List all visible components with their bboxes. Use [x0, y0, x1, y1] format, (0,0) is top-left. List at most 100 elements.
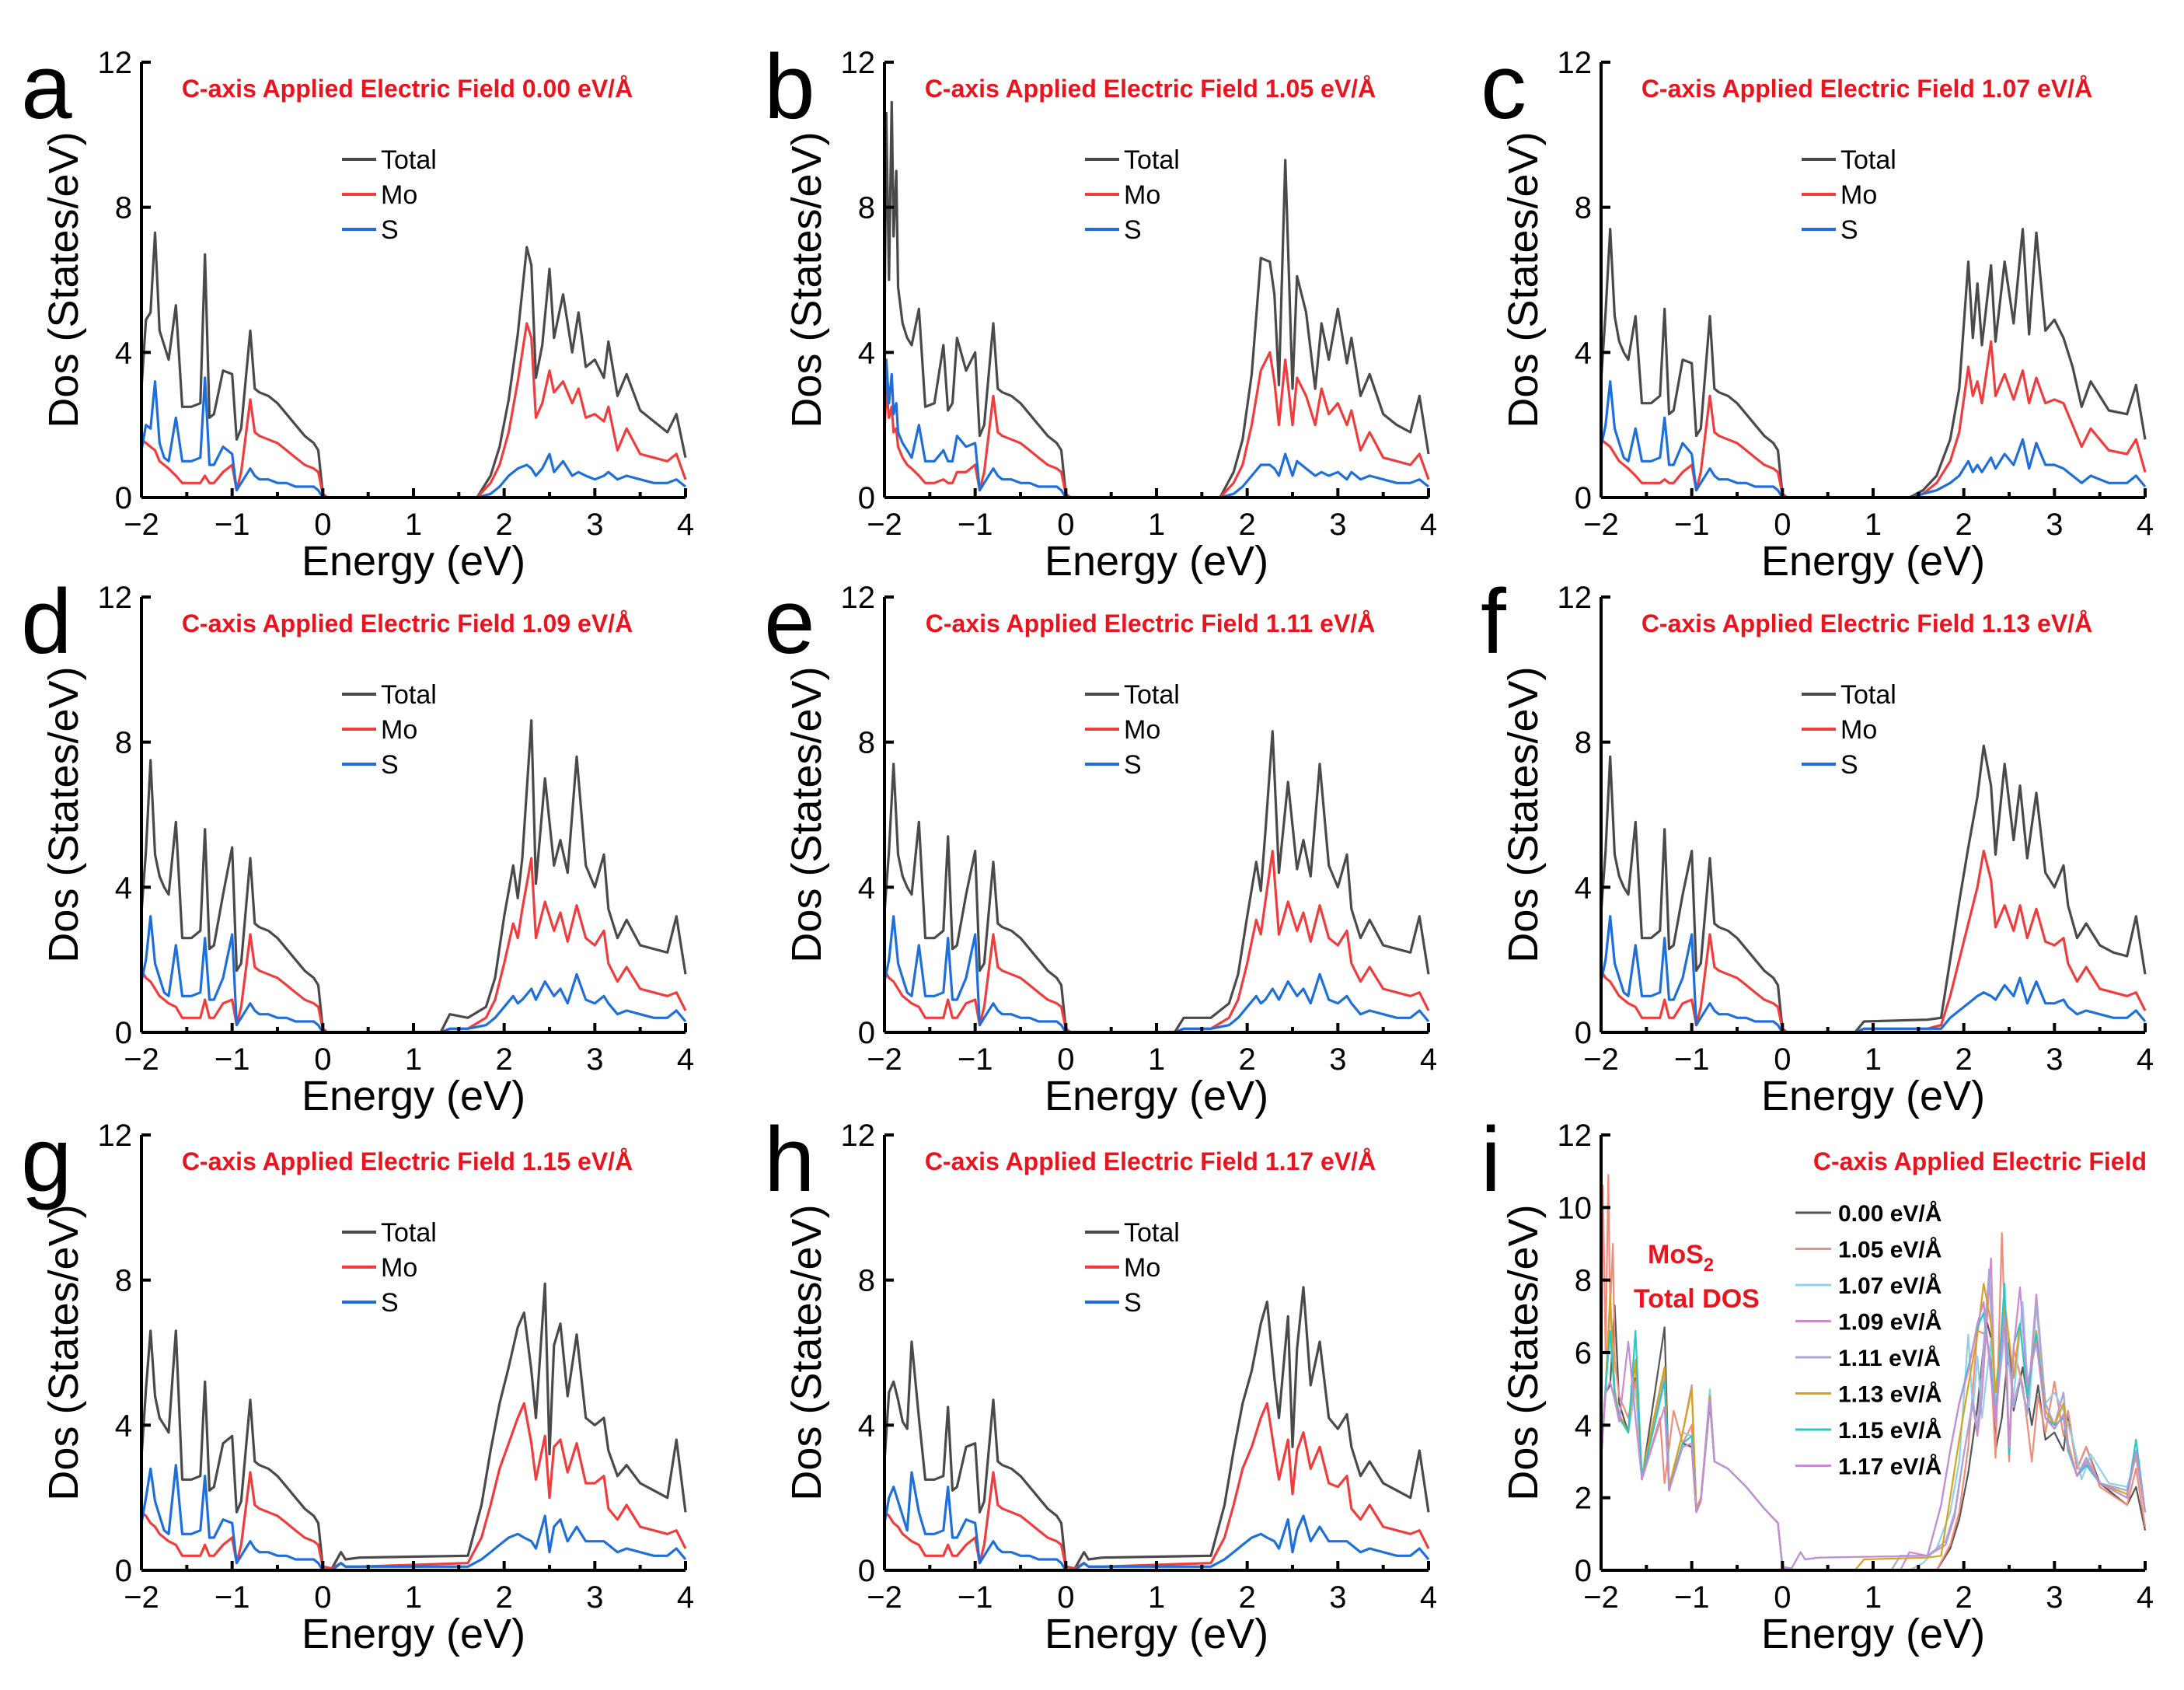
y-tick-label: 8 [858, 1264, 875, 1298]
series-line-total [883, 730, 1430, 1034]
x-tick-label: 2 [496, 1580, 513, 1615]
x-axis-title: Energy (eV) [1761, 1611, 1985, 1657]
legend-label-total: Total [381, 680, 437, 710]
y-axis-title: Dos (States/eV) [1500, 1204, 1547, 1500]
panel-letter: b [764, 36, 815, 138]
x-tick-label: 3 [2046, 1042, 2063, 1077]
y-tick-label: 8 [858, 726, 875, 760]
legend-label: 1.05 eV/Å [1838, 1238, 1942, 1263]
legend-label-total: Total [1840, 680, 1896, 710]
y-tick-label: 12 [1558, 1119, 1593, 1153]
y-tick-label: 4 [1575, 336, 1592, 370]
y-axis-title: Dos (States/eV) [1500, 666, 1547, 962]
legend-label-mo: Mo [381, 180, 417, 210]
y-tick-label: 0 [1575, 1016, 1592, 1050]
series-line-mo [1600, 340, 2147, 499]
series-line-mo [883, 1402, 1430, 1570]
series-line-mo [140, 1402, 687, 1570]
y-axis-title: Dos (States/eV) [783, 131, 830, 428]
x-tick-label: 1 [1865, 508, 1882, 542]
panel-title: C-axis Applied Electric Field 1.15 eV/Å [182, 1147, 633, 1175]
x-tick-label: 2 [1239, 1042, 1256, 1077]
x-tick-label: −1 [1674, 1042, 1710, 1077]
x-tick-label: −1 [1674, 508, 1710, 542]
y-tick-label: 10 [1558, 1191, 1593, 1225]
panel-letter: a [21, 36, 72, 138]
annotation-total-dos: Total DOS [1634, 1284, 1760, 1314]
legend-label: 1.17 eV/Å [1838, 1454, 1942, 1480]
panel-letter: f [1481, 571, 1506, 673]
x-tick-label: 1 [405, 1042, 422, 1077]
series-line-1-13-ev- [1600, 1283, 2147, 1572]
x-tick-label: 0 [314, 1580, 331, 1615]
x-axis-title: Energy (eV) [302, 1611, 525, 1657]
legend-label-s: S [1840, 215, 1858, 245]
y-tick-label: 4 [115, 336, 132, 370]
panel-letter: h [764, 1109, 815, 1211]
legend-label-s: S [381, 750, 399, 780]
y-axis-title: Dos (States/eV) [40, 131, 87, 428]
series-line-s [140, 376, 686, 499]
x-tick-label: −2 [124, 1580, 159, 1615]
x-tick-label: 3 [586, 1580, 603, 1615]
x-tick-label: 3 [1329, 1580, 1346, 1615]
y-tick-label: 8 [1575, 1264, 1592, 1298]
series-line-total [883, 100, 1430, 499]
series-line-s [1600, 915, 2147, 1034]
series-line-total [140, 231, 687, 499]
panel-title: C-axis Applied Electric Field 1.11 eV/Å [926, 609, 1376, 637]
legend-label-mo: Mo [1124, 1253, 1160, 1283]
y-tick-label: 12 [841, 1119, 876, 1153]
y-tick-label: 4 [1575, 1409, 1592, 1443]
y-tick-label: 0 [1575, 481, 1592, 515]
panel-title: C-axis Applied Electric Field 1.05 eV/Å [925, 75, 1376, 103]
y-axis-title: Dos (States/eV) [783, 1204, 830, 1500]
y-tick-label: 12 [841, 581, 876, 615]
series-line-mo [140, 322, 687, 499]
x-tick-label: 1 [1148, 508, 1165, 542]
x-tick-label: −1 [215, 508, 250, 542]
y-tick-label: 2 [1575, 1482, 1592, 1516]
legend-label: 1.11 eV/Å [1838, 1346, 1941, 1371]
x-tick-label: 1 [1865, 1042, 1882, 1077]
legend-label-s: S [1840, 750, 1858, 780]
legend-label-total: Total [1124, 1218, 1180, 1248]
x-axis-title: Energy (eV) [1045, 1073, 1268, 1119]
panel-title: C-axis Applied Electric Field [1813, 1147, 2147, 1175]
x-tick-label: 4 [677, 1580, 694, 1615]
x-tick-label: 4 [677, 508, 694, 542]
y-tick-label: 4 [858, 1409, 875, 1443]
x-tick-label: 0 [314, 508, 331, 542]
panel-letter: e [764, 571, 815, 673]
legend-label-s: S [381, 215, 399, 245]
legend-label-mo: Mo [1840, 180, 1877, 210]
y-tick-label: 8 [1575, 191, 1592, 225]
series-line-mo [883, 351, 1430, 499]
x-tick-label: 3 [586, 508, 603, 542]
legend-label-total: Total [381, 1218, 437, 1248]
panel-title: C-axis Applied Electric Field 1.13 eV/Å [1641, 609, 2092, 637]
x-axis-title: Energy (eV) [302, 538, 525, 585]
panel-title: C-axis Applied Electric Field 0.00 eV/Å [182, 75, 633, 103]
y-axis-title: Dos (States/eV) [1500, 131, 1547, 428]
x-tick-label: −2 [1583, 1042, 1619, 1077]
x-tick-label: 2 [1239, 508, 1256, 542]
legend-label: 1.15 eV/Å [1838, 1418, 1942, 1444]
x-tick-label: 4 [2137, 1042, 2154, 1077]
legend-label-mo: Mo [1124, 715, 1160, 745]
panel-letter: d [21, 571, 72, 673]
series-line-1-05-ev- [1600, 1174, 2147, 1572]
x-tick-label: 0 [1057, 1042, 1074, 1077]
panel-title: C-axis Applied Electric Field 1.07 eV/Å [1641, 75, 2092, 103]
y-tick-label: 0 [115, 1016, 132, 1050]
series-line-total [140, 1282, 687, 1570]
series-line-total [140, 719, 687, 1034]
x-tick-label: −1 [958, 1042, 993, 1077]
legend-label: 1.07 eV/Å [1838, 1273, 1942, 1299]
y-tick-label: 8 [1575, 726, 1592, 760]
